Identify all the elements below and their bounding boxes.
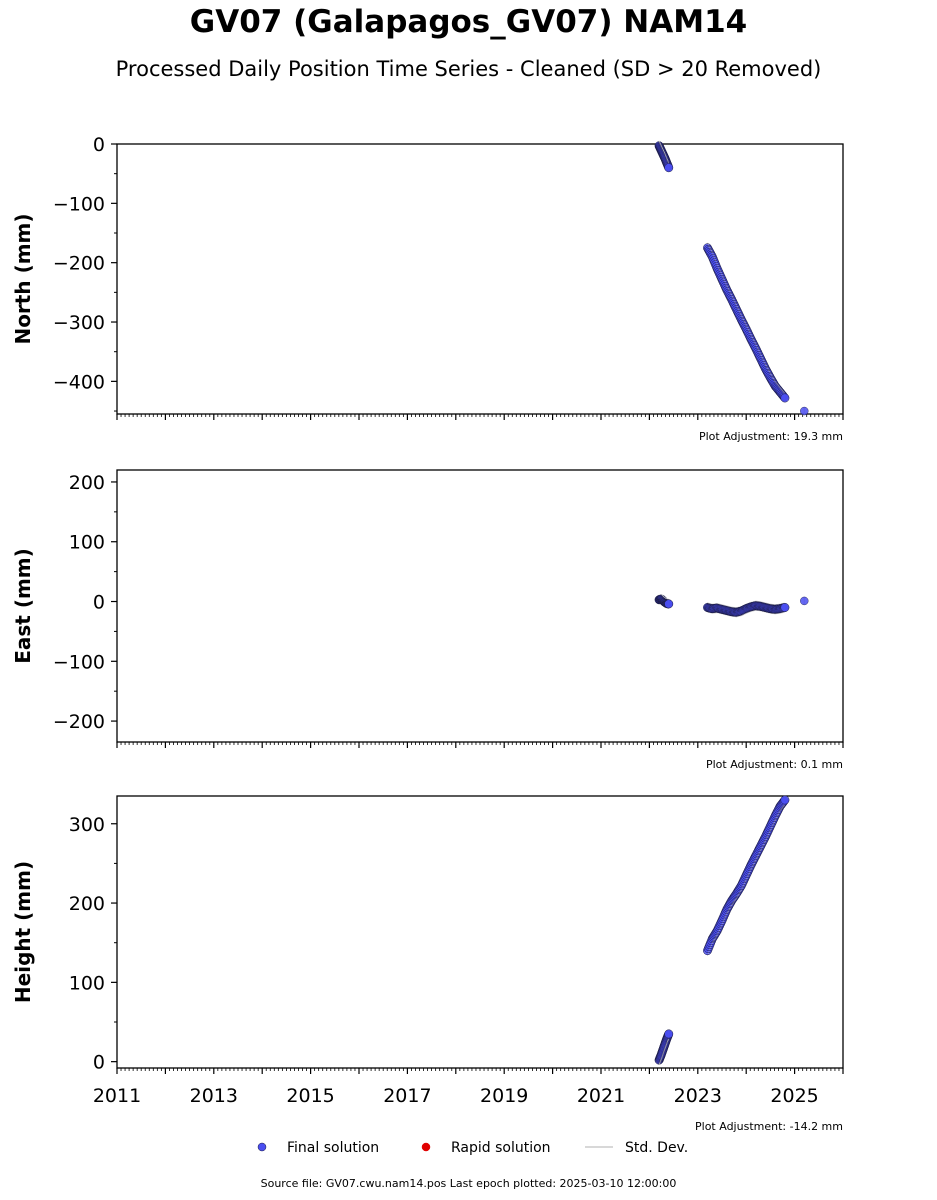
- legend-label: Final solution: [287, 1140, 379, 1156]
- data-point: [664, 1029, 674, 1039]
- x-tick-label: 2017: [383, 1085, 431, 1107]
- y-tick-label: −300: [53, 312, 105, 334]
- y-axis-label: North (mm): [11, 213, 35, 344]
- legend-marker: [421, 1142, 431, 1152]
- data-point: [664, 599, 674, 609]
- x-tick-label: 2015: [286, 1085, 334, 1107]
- x-tick-label: 2025: [770, 1085, 818, 1107]
- page-subtitle: Processed Daily Position Time Series - C…: [115, 57, 822, 81]
- page-title: GV07 (Galapagos_GV07) NAM14: [189, 4, 748, 40]
- plot-frame: [116, 795, 844, 1069]
- plot-frame: [116, 469, 844, 743]
- source-footer: Source file: GV07.cwu.nam14.pos Last epo…: [260, 1177, 677, 1190]
- data-point: [800, 406, 809, 416]
- y-axis-label: Height (mm): [11, 861, 35, 1003]
- plot-frame: [116, 143, 844, 415]
- y-tick-label: −100: [53, 193, 105, 215]
- plot-adjustment-label: Plot Adjustment: -14.2 mm: [695, 1120, 843, 1133]
- data-point: [780, 603, 790, 612]
- y-tick-label: −200: [53, 253, 105, 275]
- legend-marker: [257, 1142, 267, 1152]
- y-tick-label: 100: [69, 972, 105, 994]
- legend-label: Std. Dev.: [625, 1140, 688, 1156]
- y-axis-label: East (mm): [11, 548, 35, 664]
- y-tick-label: 0: [93, 592, 105, 614]
- y-tick-label: 200: [69, 893, 105, 915]
- data-point: [664, 163, 674, 173]
- data-point: [780, 795, 790, 805]
- x-tick-label: 2021: [577, 1085, 625, 1107]
- x-tick-label: 2011: [93, 1085, 141, 1107]
- data-point: [800, 596, 809, 606]
- plot-adjustment-label: Plot Adjustment: 19.3 mm: [699, 430, 843, 443]
- y-tick-label: −100: [53, 651, 105, 673]
- y-tick-label: 200: [69, 472, 105, 494]
- y-tick-label: −200: [53, 711, 105, 733]
- legend-label: Rapid solution: [451, 1140, 551, 1156]
- x-tick-label: 2013: [190, 1085, 238, 1107]
- y-tick-label: 300: [69, 814, 105, 836]
- plot-adjustment-label: Plot Adjustment: 0.1 mm: [706, 758, 843, 771]
- y-tick-label: −400: [53, 371, 105, 393]
- y-tick-label: 0: [93, 134, 105, 156]
- x-tick-label: 2019: [480, 1085, 528, 1107]
- y-tick-label: 100: [69, 532, 105, 554]
- y-tick-label: 0: [93, 1052, 105, 1074]
- x-tick-label: 2023: [674, 1085, 722, 1107]
- data-point: [780, 393, 790, 403]
